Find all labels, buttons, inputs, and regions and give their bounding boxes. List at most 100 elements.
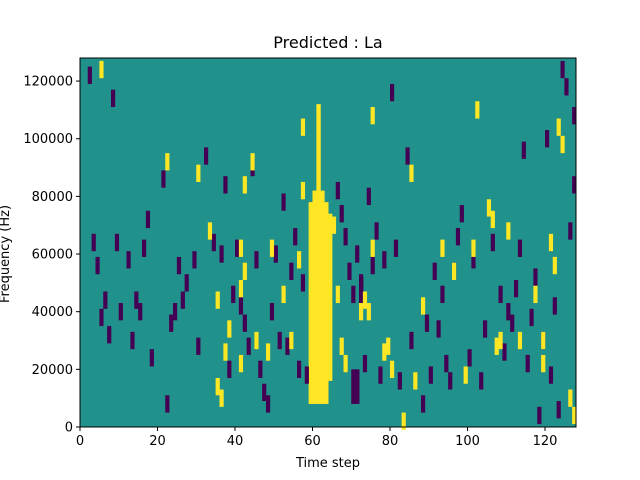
high-value-cell — [463, 366, 468, 384]
high-value-cell — [421, 297, 426, 315]
low-value-cell — [424, 314, 430, 332]
low-value-cell — [99, 308, 104, 327]
high-value-cell — [370, 107, 375, 125]
y-tick-label: 60000 — [32, 248, 73, 263]
low-value-cell — [483, 320, 488, 338]
low-value-cell — [258, 360, 263, 378]
low-value-cell — [510, 314, 515, 332]
low-value-cell — [572, 176, 577, 194]
high-value-cell — [312, 239, 317, 257]
high-value-column — [312, 190, 317, 404]
low-value-cell — [231, 285, 236, 304]
high-value-cell — [552, 256, 557, 275]
low-value-cell — [300, 274, 306, 292]
low-value-cell — [184, 274, 189, 292]
low-value-cell — [176, 256, 182, 275]
low-value-cell — [421, 395, 426, 413]
high-value-cell — [165, 153, 170, 171]
high-value-cell — [541, 331, 546, 350]
plot-frame — [79, 57, 577, 428]
low-value-cell — [370, 256, 375, 275]
high-value-cell — [281, 285, 286, 304]
y-tick-label: 80000 — [32, 190, 73, 205]
low-value-cell — [130, 331, 135, 350]
low-value-cell — [165, 395, 170, 413]
low-value-cell — [529, 308, 534, 327]
high-value-cell — [359, 303, 364, 321]
low-value-cell — [107, 326, 112, 344]
high-value-column — [308, 202, 313, 404]
low-value-cell — [548, 366, 554, 384]
high-value-cell — [254, 331, 259, 350]
x-tick-label: 40 — [227, 434, 244, 449]
high-value-cell — [471, 239, 476, 257]
low-value-cell — [262, 383, 267, 402]
low-value-cell — [359, 274, 364, 292]
low-value-cell — [196, 337, 201, 355]
low-value-cell — [87, 66, 92, 84]
low-value-cell — [219, 245, 224, 263]
high-value-cell — [386, 337, 391, 355]
low-value-cell — [269, 303, 275, 321]
x-tick-label: 0 — [76, 434, 84, 449]
low-value-cell — [502, 343, 507, 361]
low-value-cell — [343, 228, 348, 246]
low-value-cell — [521, 141, 526, 159]
high-value-cell — [242, 262, 247, 280]
low-value-cell — [374, 222, 379, 240]
high-value-cell — [99, 60, 104, 79]
high-value-cell — [331, 216, 337, 234]
low-value-cell — [126, 251, 131, 269]
low-value-cell — [111, 89, 116, 108]
high-value-cell — [486, 199, 492, 217]
x-tick-label: 20 — [149, 434, 166, 449]
high-value-cell — [401, 412, 406, 430]
low-value-cell — [142, 239, 147, 257]
high-value-cell — [517, 331, 523, 350]
low-value-cell — [568, 222, 573, 240]
low-value-cell — [211, 233, 216, 252]
high-value-cell — [390, 360, 395, 378]
y-tick-label: 0 — [65, 421, 73, 436]
x-tick-label: 100 — [455, 434, 480, 449]
high-value-cell — [238, 354, 244, 373]
high-value-cell — [560, 135, 565, 154]
x-tick-label: 60 — [304, 434, 321, 449]
y-axis-label: Frequency (Hz) — [0, 205, 13, 303]
low-value-cell — [297, 360, 302, 378]
high-value-cell — [207, 222, 213, 240]
high-value-cell — [541, 354, 546, 373]
low-value-cell — [514, 279, 519, 298]
chart-title: Predicted : La — [273, 33, 382, 52]
low-value-cell — [525, 354, 530, 373]
low-value-cell — [95, 256, 100, 275]
low-value-cell — [552, 297, 557, 315]
low-value-column — [355, 369, 360, 404]
low-value-cell — [289, 262, 294, 280]
low-value-cell — [277, 331, 282, 350]
high-value-cell — [238, 239, 244, 257]
low-value-cell — [149, 349, 154, 367]
low-value-cell — [440, 285, 445, 304]
heatmap-cells — [87, 60, 577, 430]
high-value-cell — [494, 337, 499, 355]
low-value-cell — [223, 176, 228, 194]
low-value-cell — [467, 349, 472, 367]
low-value-cell — [266, 395, 271, 413]
high-value-column — [328, 213, 333, 381]
low-value-cell — [455, 228, 461, 246]
high-value-cell — [335, 285, 340, 304]
high-value-cell — [548, 233, 554, 252]
low-value-cell — [91, 233, 96, 252]
x-axis: 0 20 40 60 80 100 120 — [76, 427, 557, 449]
high-value-cell — [215, 377, 220, 396]
high-value-cell — [289, 331, 294, 350]
high-value-cell — [556, 118, 561, 136]
low-value-cell — [355, 245, 360, 263]
high-value-cell — [370, 239, 375, 257]
low-value-cell — [242, 314, 247, 332]
low-value-cell — [432, 262, 437, 280]
high-value-cell — [223, 343, 228, 361]
plot-area — [79, 57, 577, 430]
low-value-cell — [180, 291, 185, 309]
